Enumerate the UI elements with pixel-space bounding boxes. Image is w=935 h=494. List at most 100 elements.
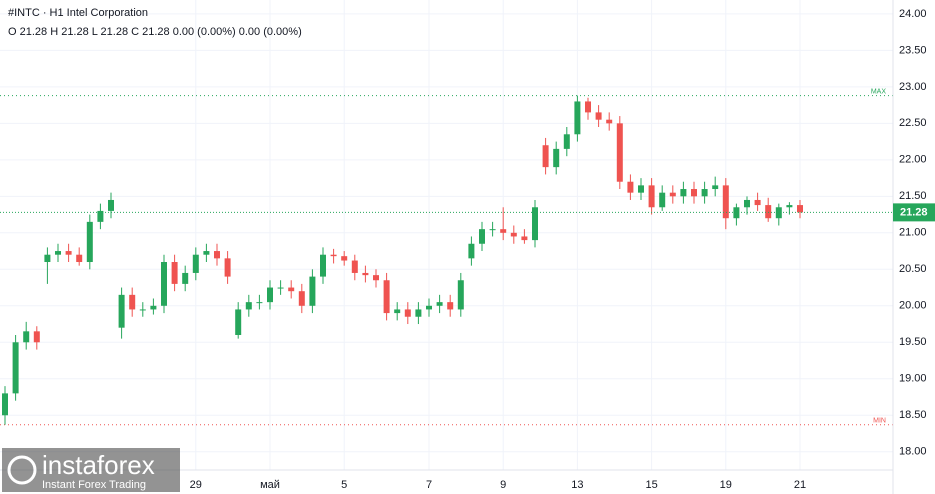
candle-body (648, 185, 655, 208)
candle-body (12, 342, 19, 394)
y-tick-label: 20.50 (899, 263, 927, 275)
x-tick-label: 19 (720, 479, 732, 491)
candle-body (256, 302, 263, 304)
min-line-label: MIN (873, 418, 886, 425)
candle-body (775, 207, 782, 219)
candle-body (415, 309, 422, 317)
watermark-box (2, 448, 180, 492)
candle-body (44, 254, 51, 263)
candle-body (33, 331, 40, 343)
ohlc-readout: O 21.28 H 21.28 L 21.28 C 21.28 0.00 (0.… (8, 26, 302, 38)
candle-body (383, 280, 390, 314)
candle-body (744, 199, 750, 208)
y-tick-label: 23.00 (899, 81, 927, 93)
candle-body (150, 305, 157, 310)
candle-body (479, 229, 485, 244)
candle-body (616, 123, 623, 182)
candle-body (129, 294, 136, 310)
candle-body (267, 287, 273, 303)
candle-body (786, 205, 793, 208)
candle-body (627, 181, 634, 193)
y-tick-label: 18.50 (899, 409, 927, 421)
candle-body (76, 254, 83, 263)
candle-body (447, 302, 454, 310)
candle-body (182, 272, 189, 284)
candle-body (192, 254, 199, 273)
candle-body (532, 207, 538, 241)
x-tick-label: 29 (190, 479, 202, 491)
y-tick-label: 22.00 (899, 154, 927, 166)
last-price-box (893, 203, 935, 222)
candle-body (97, 210, 104, 222)
candle-body (669, 192, 676, 197)
candle-body (214, 251, 220, 259)
candle-body (394, 309, 401, 314)
y-tick-label: 24.00 (899, 8, 927, 20)
candle-body (500, 229, 507, 233)
candle-body (118, 294, 125, 328)
y-tick-label: 19.00 (899, 373, 927, 385)
candle-body (574, 101, 581, 135)
candle-body (288, 287, 295, 292)
candle-body (298, 291, 305, 306)
candle-body (680, 189, 687, 197)
candle-body (701, 189, 708, 197)
chart-title: #INTC · H1 Intel Corporation (8, 7, 148, 19)
candle-body (2, 393, 8, 416)
candle-body (235, 309, 242, 335)
plot: MAX MIN (0, 88, 893, 426)
candle-body (171, 262, 178, 284)
candle-body (404, 309, 411, 317)
candle-body (330, 254, 337, 257)
candle-body (797, 205, 803, 213)
x-tick-label: 21 (794, 479, 806, 491)
candle-body (489, 229, 496, 231)
candle-body (436, 302, 443, 306)
last-price-label: 21.28 (900, 206, 928, 218)
candle-body (245, 302, 252, 310)
candle-body (765, 205, 772, 219)
watermark: instaforex Instant Forex Trading (2, 448, 180, 492)
candle-body (203, 251, 210, 255)
candle-body (161, 262, 167, 306)
candle-body (691, 189, 697, 197)
y-tick-label: 21.00 (899, 227, 927, 239)
candle-body (563, 134, 570, 149)
y-tick-label: 21.50 (899, 190, 927, 202)
candle-body (224, 258, 231, 277)
y-tick-label: 20.00 (899, 300, 927, 312)
watermark-text: instaforex (42, 450, 155, 480)
candle-body (341, 256, 348, 261)
x-tick-label: 13 (571, 479, 583, 491)
max-line-label: MAX (871, 88, 887, 95)
candle-body (638, 185, 644, 193)
candle-body (542, 145, 549, 168)
candle-body (754, 199, 761, 206)
x-tick-label: 9 (500, 479, 506, 491)
x-tick-label: май (260, 479, 280, 491)
candle-body (320, 254, 326, 277)
candle-body (309, 276, 316, 306)
watermark-logo (7, 455, 37, 485)
candle-body (373, 275, 379, 281)
candle-body (510, 232, 517, 237)
y-tick-label: 22.50 (899, 117, 927, 129)
candle-body (606, 119, 613, 124)
candle-body (108, 199, 114, 211)
candle-body (585, 101, 591, 113)
candle-body (712, 185, 719, 190)
candle-body (595, 112, 602, 120)
candle-body (65, 251, 72, 255)
watermark-subtext: Instant Forex Trading (42, 479, 146, 491)
y-tick-label: 19.50 (899, 336, 927, 348)
x-tick-label: 15 (645, 479, 657, 491)
candle-body (733, 207, 740, 219)
candle-body (521, 236, 528, 241)
y-tick-label: 18.00 (899, 446, 927, 458)
candle-body (23, 331, 30, 343)
candle-body (362, 272, 369, 276)
candle-body (659, 192, 666, 208)
candle-body (139, 309, 146, 311)
